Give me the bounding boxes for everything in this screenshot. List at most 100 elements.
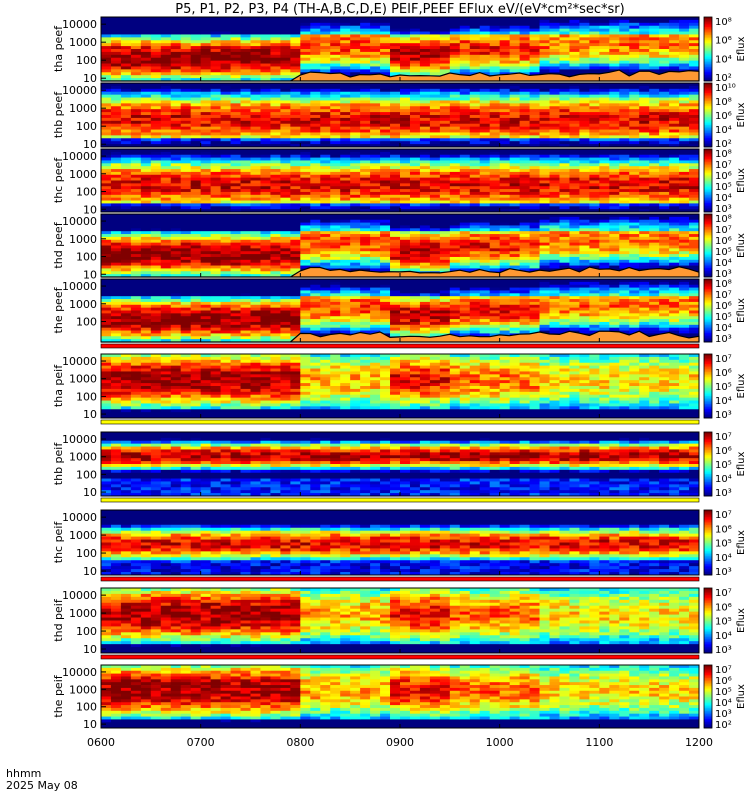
heatmap-cell [569,166,579,169]
heatmap-cell [191,234,201,237]
heatmap-cell [609,121,619,124]
heatmap-cell [669,86,679,89]
heatmap-cell [241,257,251,260]
heatmap-cell [430,43,440,46]
heatmap-cell [380,183,390,186]
heatmap-cell [280,132,290,135]
heatmap-cell [400,112,410,115]
heatmap-cell [669,20,679,23]
heatmap-cell [270,189,280,192]
heatmap-cell [340,112,350,115]
heatmap-cell [689,192,699,195]
heatmap-cell [460,206,470,209]
heatmap-cell [400,240,410,243]
heatmap-cell [111,89,121,92]
heatmap-cell [440,109,450,112]
heatmap-cell [460,112,470,115]
heatmap-cell [390,135,400,138]
heatmap-cell [310,130,320,133]
heatmap-cell [231,103,241,106]
heatmap-cell [300,26,310,29]
heatmap-cell [340,118,350,121]
heatmap-cell [181,220,191,223]
heatmap-cell [121,43,131,46]
heatmap-cell [290,115,300,118]
heatmap-cell [191,89,201,92]
colorbar-tick-label: 10⁴ [715,193,732,204]
heatmap-cell [131,268,141,271]
heatmap-cell [380,166,390,169]
heatmap-cell [360,118,370,121]
heatmap-cell [121,237,131,240]
heatmap-cell [470,64,480,67]
heatmap-cell [181,217,191,220]
heatmap-cell [599,92,609,95]
heatmap-cell [599,158,609,161]
heatmap-cell [121,141,131,144]
heatmap-cell [550,43,560,46]
heatmap-cell [589,37,599,40]
heatmap-cell [400,160,410,163]
heatmap-cell [350,158,360,161]
heatmap-cell [540,66,550,69]
heatmap-cell [330,251,340,254]
heatmap-cell [101,263,111,266]
heatmap-cell [390,189,400,192]
heatmap-cell [290,186,300,189]
heatmap-cell [390,141,400,144]
heatmap-cell [151,263,161,266]
heatmap-cell [629,112,639,115]
heatmap-cell [280,169,290,172]
heatmap-cell [599,160,609,163]
heatmap-cell [141,225,151,228]
heatmap-cell [280,46,290,49]
heatmap-cell [290,198,300,201]
heatmap-cell [659,86,669,89]
heatmap-cell [380,175,390,178]
heatmap-cell [679,135,689,138]
heatmap-cell [161,234,171,237]
colorbar-tick-label: 10⁶ [715,111,732,122]
heatmap-cell [221,217,231,220]
heatmap-cell [629,203,639,206]
heatmap-cell [101,100,111,103]
heatmap-cell [679,141,689,144]
heatmap-cell [280,260,290,263]
heatmap-cell [569,43,579,46]
heatmap-cell [450,231,460,234]
heatmap-cell [609,26,619,29]
heatmap-cell [579,86,589,89]
heatmap-cell [320,163,330,166]
heatmap-cell [480,127,490,130]
heatmap-cell [280,225,290,228]
heatmap-cell [609,201,619,204]
heatmap-cell [221,189,231,192]
heatmap-cell [350,251,360,254]
heatmap-cell [490,135,500,138]
heatmap-cell [380,86,390,89]
heatmap-cell [231,109,241,112]
heatmap-cell [500,195,510,198]
heatmap-cell [370,121,380,124]
heatmap-cell [510,64,520,67]
heatmap-cell [360,86,370,89]
heatmap-cell [121,257,131,260]
heatmap-cell [500,201,510,204]
heatmap-cell [689,29,699,32]
heatmap-cell [559,169,569,172]
heatmap-cell [410,263,420,266]
colorbar-tick-label: 10⁷ [715,160,732,171]
heatmap-cell [410,20,420,23]
heatmap-cell [320,178,330,181]
heatmap-cell [490,26,500,29]
heatmap-cell [101,132,111,135]
heatmap-cell [500,34,510,37]
heatmap-cell [669,89,679,92]
heatmap-cell [161,138,171,141]
heatmap-cell [251,251,261,254]
heatmap-cell [530,66,540,69]
heatmap-cell [559,138,569,141]
heatmap-cell [380,32,390,35]
heatmap-cell [350,64,360,67]
heatmap-cell [211,181,221,184]
